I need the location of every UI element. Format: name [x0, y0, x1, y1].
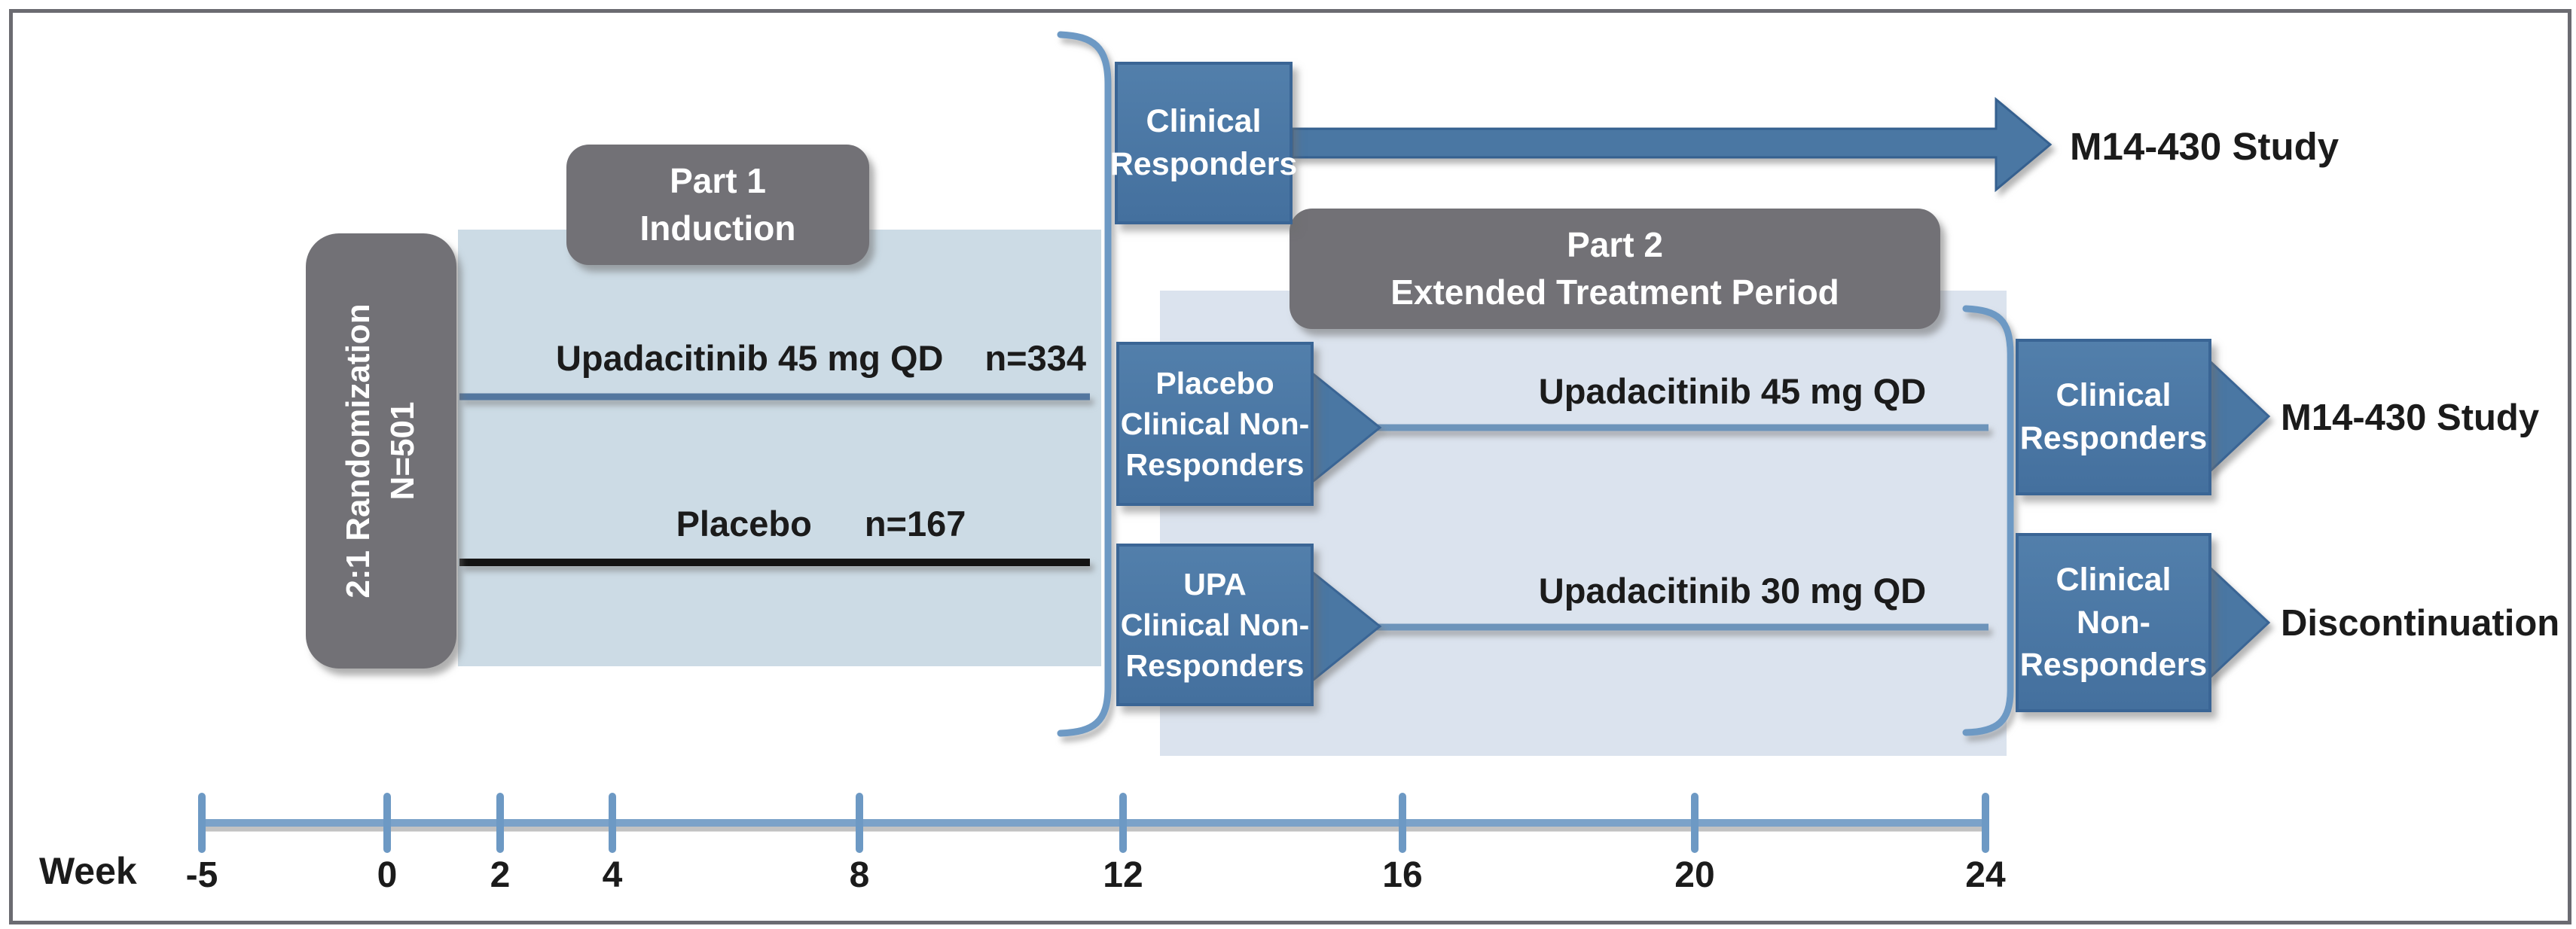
extension-nonresponders-line2: Non- — [2077, 604, 2150, 641]
part1-background-panel — [458, 230, 1101, 666]
week12-responders-line1: Clinical — [1146, 103, 1262, 140]
randomization-label: 2:1 Randomization N=501 — [337, 303, 426, 598]
placebo-nonresponders-line3: Responders — [1125, 447, 1305, 483]
discontinuation-label: Discontinuation — [2281, 603, 2560, 644]
part2-title-line2: Extended Treatment Period — [1390, 273, 1839, 312]
tick-label-12: 12 — [1103, 855, 1143, 895]
randomization-box — [306, 233, 456, 669]
tick-label-0: 0 — [377, 855, 398, 895]
extension-nonresponders-box: Clinical Non- Responders — [2016, 533, 2211, 712]
upadacitinib-45-arm-label: Upadacitinib 45 mg QD n=334 — [542, 337, 1100, 379]
tick-label-20: 20 — [1674, 855, 1715, 895]
m14-430-top-label: M14-430 Study — [2070, 125, 2339, 168]
extension-responders-line1: Clinical — [2056, 377, 2172, 414]
tick-label-4: 4 — [602, 855, 623, 895]
placebo-nonresponders-line2: Clinical Non- — [1120, 406, 1310, 441]
part1-title-line2: Induction — [639, 209, 796, 248]
week-axis-label: Week — [39, 850, 137, 892]
part1-title-box: Part 1 Induction — [566, 145, 869, 265]
extension-responders-line2: Responders — [2019, 420, 2208, 456]
placebo-nonresponders-line1: Placebo — [1155, 365, 1274, 401]
part2-title-box: Part 2 Extended Treatment Period — [1290, 209, 1940, 329]
placebo-arm-label: Placebo n=167 — [542, 503, 1100, 544]
extension-responders-box: Clinical Responders — [2016, 339, 2211, 495]
m14-430-right-label: M14-430 Study — [2281, 397, 2540, 438]
tick-label-2: 2 — [490, 855, 511, 895]
upadacitinib-30-extension-label: Upadacitinib 30 mg QD — [1538, 571, 1927, 611]
tick-label-neg5: -5 — [185, 855, 218, 895]
randomization-n: N=501 — [384, 401, 421, 501]
tick-label-8: 8 — [849, 855, 870, 895]
upa-nonresponders-line2: Clinical Non- — [1120, 607, 1310, 642]
part2-title-line1: Part 2 — [1567, 224, 1663, 264]
upadacitinib-45-arm-n: n=334 — [984, 338, 1087, 378]
upa-nonresponders-box: UPA Clinical Non- Responders — [1116, 544, 1314, 706]
upadacitinib-45-arm-name: Upadacitinib 45 mg QD — [555, 338, 944, 378]
placebo-arm-name: Placebo — [676, 504, 812, 544]
tick-label-24: 24 — [1965, 855, 2006, 895]
week12-responders-line2: Responders — [1109, 146, 1298, 182]
extension-nonresponders-line1: Clinical — [2056, 561, 2172, 598]
part1-title-line1: Part 1 — [670, 160, 766, 200]
placebo-nonresponders-box: Placebo Clinical Non- Responders — [1116, 342, 1314, 506]
upadacitinib-45-extension-label: Upadacitinib 45 mg QD — [1538, 371, 1927, 411]
tick-label-16: 16 — [1382, 855, 1423, 895]
placebo-arm-n: n=167 — [864, 504, 966, 544]
randomization-ratio: 2:1 Randomization — [340, 303, 377, 599]
upa-nonresponders-line1: UPA — [1183, 566, 1247, 602]
upa-nonresponders-line3: Responders — [1125, 648, 1305, 684]
extension-nonresponders-line3: Responders — [2019, 647, 2208, 684]
week12-responders-box: Clinical Responders — [1110, 62, 1297, 224]
